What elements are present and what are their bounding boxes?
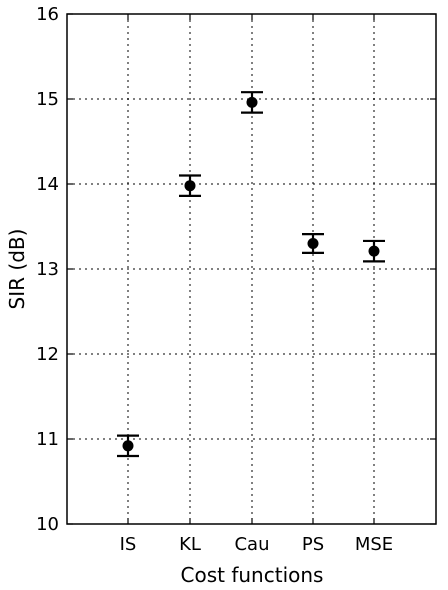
grid — [67, 14, 436, 524]
y-axis-label: SIR (dB) — [5, 229, 29, 310]
data-marks — [117, 91, 385, 458]
y-tick-label: 15 — [36, 89, 59, 110]
y-tick-label: 14 — [36, 174, 59, 195]
x-tick-label: Cau — [234, 534, 269, 555]
data-point-kl — [179, 174, 201, 197]
x-tick-label: KL — [179, 534, 201, 555]
x-tick-label: PS — [302, 534, 324, 555]
x-tick-label: IS — [120, 534, 137, 555]
y-tick-label: 10 — [36, 514, 59, 535]
x-axis-label: Cost functions — [181, 563, 324, 587]
data-point-is — [117, 434, 139, 458]
point-marker — [184, 180, 196, 192]
y-tick-label: 11 — [36, 429, 59, 450]
y-tick-label: 12 — [36, 344, 59, 365]
axis-ticks — [67, 13, 436, 525]
y-tick-labels: 10 11 12 13 14 15 16 — [36, 4, 59, 535]
point-marker — [122, 440, 134, 452]
point-marker — [368, 245, 380, 257]
y-tick-label: 16 — [36, 4, 59, 25]
x-tick-labels: IS KL Cau PS MSE — [120, 534, 394, 555]
x-tick-label: MSE — [355, 534, 393, 555]
data-point-mse — [363, 239, 385, 263]
y-tick-label: 13 — [36, 259, 59, 280]
point-marker — [246, 96, 258, 108]
data-point-cau — [241, 91, 263, 114]
point-marker — [307, 238, 319, 249]
data-point-ps — [302, 233, 324, 254]
